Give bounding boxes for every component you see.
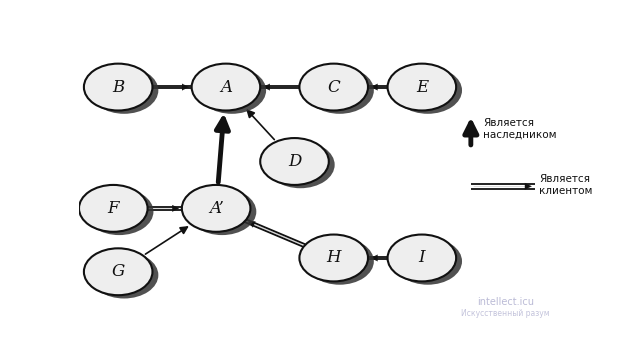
Text: D: D — [288, 153, 301, 170]
Ellipse shape — [182, 185, 250, 232]
Text: G: G — [112, 263, 125, 280]
Ellipse shape — [85, 188, 154, 235]
Ellipse shape — [90, 252, 159, 299]
Ellipse shape — [394, 67, 462, 114]
Text: B: B — [112, 78, 125, 96]
Ellipse shape — [260, 138, 329, 185]
Ellipse shape — [387, 234, 456, 281]
Ellipse shape — [305, 238, 374, 285]
Ellipse shape — [84, 64, 152, 111]
Text: Является
клиентом: Является клиентом — [540, 174, 593, 196]
Text: E: E — [416, 78, 428, 96]
Ellipse shape — [79, 185, 148, 232]
Ellipse shape — [188, 188, 257, 235]
Ellipse shape — [266, 141, 335, 188]
Ellipse shape — [198, 67, 266, 114]
Text: Является
наследником: Является наследником — [483, 118, 557, 139]
Text: A’: A’ — [209, 200, 224, 217]
Text: I: I — [418, 250, 425, 266]
Ellipse shape — [300, 64, 368, 111]
Ellipse shape — [300, 234, 368, 281]
Ellipse shape — [90, 67, 159, 114]
Text: C: C — [327, 78, 340, 96]
Ellipse shape — [394, 238, 462, 285]
Ellipse shape — [84, 248, 152, 295]
Text: intellect.icu: intellect.icu — [477, 297, 533, 307]
Text: Искусственный разум: Искусственный разум — [461, 309, 549, 318]
Ellipse shape — [305, 67, 374, 114]
Text: A: A — [220, 78, 232, 96]
Text: F: F — [107, 200, 119, 217]
Ellipse shape — [387, 64, 456, 111]
Text: H: H — [327, 250, 341, 266]
Ellipse shape — [191, 64, 260, 111]
